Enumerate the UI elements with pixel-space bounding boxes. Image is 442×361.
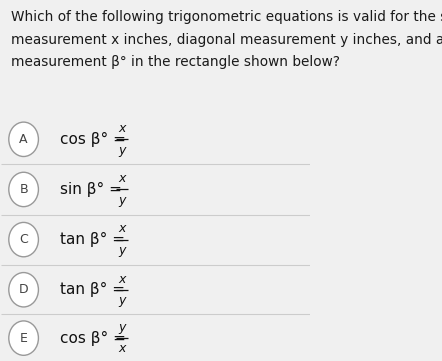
Text: Which of the following trigonometric equations is valid for the side: Which of the following trigonometric equ… bbox=[11, 10, 442, 24]
Text: x: x bbox=[118, 222, 126, 235]
Text: cos β° =: cos β° = bbox=[60, 132, 131, 147]
Text: D: D bbox=[19, 283, 28, 296]
Text: cos β° =: cos β° = bbox=[60, 331, 131, 345]
Text: x: x bbox=[118, 122, 126, 135]
Circle shape bbox=[9, 172, 38, 206]
Text: B: B bbox=[19, 183, 28, 196]
Text: measurement β° in the rectangle shown below?: measurement β° in the rectangle shown be… bbox=[11, 55, 339, 69]
Text: y: y bbox=[118, 144, 126, 157]
Text: A: A bbox=[19, 133, 28, 146]
Circle shape bbox=[9, 321, 38, 355]
Text: x: x bbox=[118, 172, 126, 185]
Text: tan β° =: tan β° = bbox=[60, 282, 130, 297]
Text: y: y bbox=[118, 194, 126, 207]
Text: C: C bbox=[19, 233, 28, 246]
Circle shape bbox=[9, 273, 38, 307]
Text: sin β° =: sin β° = bbox=[60, 182, 127, 197]
Text: measurement x inches, diagonal measurement y inches, and angle: measurement x inches, diagonal measureme… bbox=[11, 32, 442, 47]
Text: y: y bbox=[118, 294, 126, 307]
Circle shape bbox=[9, 222, 38, 257]
Text: x: x bbox=[118, 273, 126, 286]
Text: y: y bbox=[118, 244, 126, 257]
Text: x: x bbox=[118, 342, 126, 355]
Text: tan β° =: tan β° = bbox=[60, 232, 130, 247]
Text: y: y bbox=[118, 321, 126, 334]
Text: E: E bbox=[20, 332, 27, 345]
Circle shape bbox=[9, 122, 38, 157]
